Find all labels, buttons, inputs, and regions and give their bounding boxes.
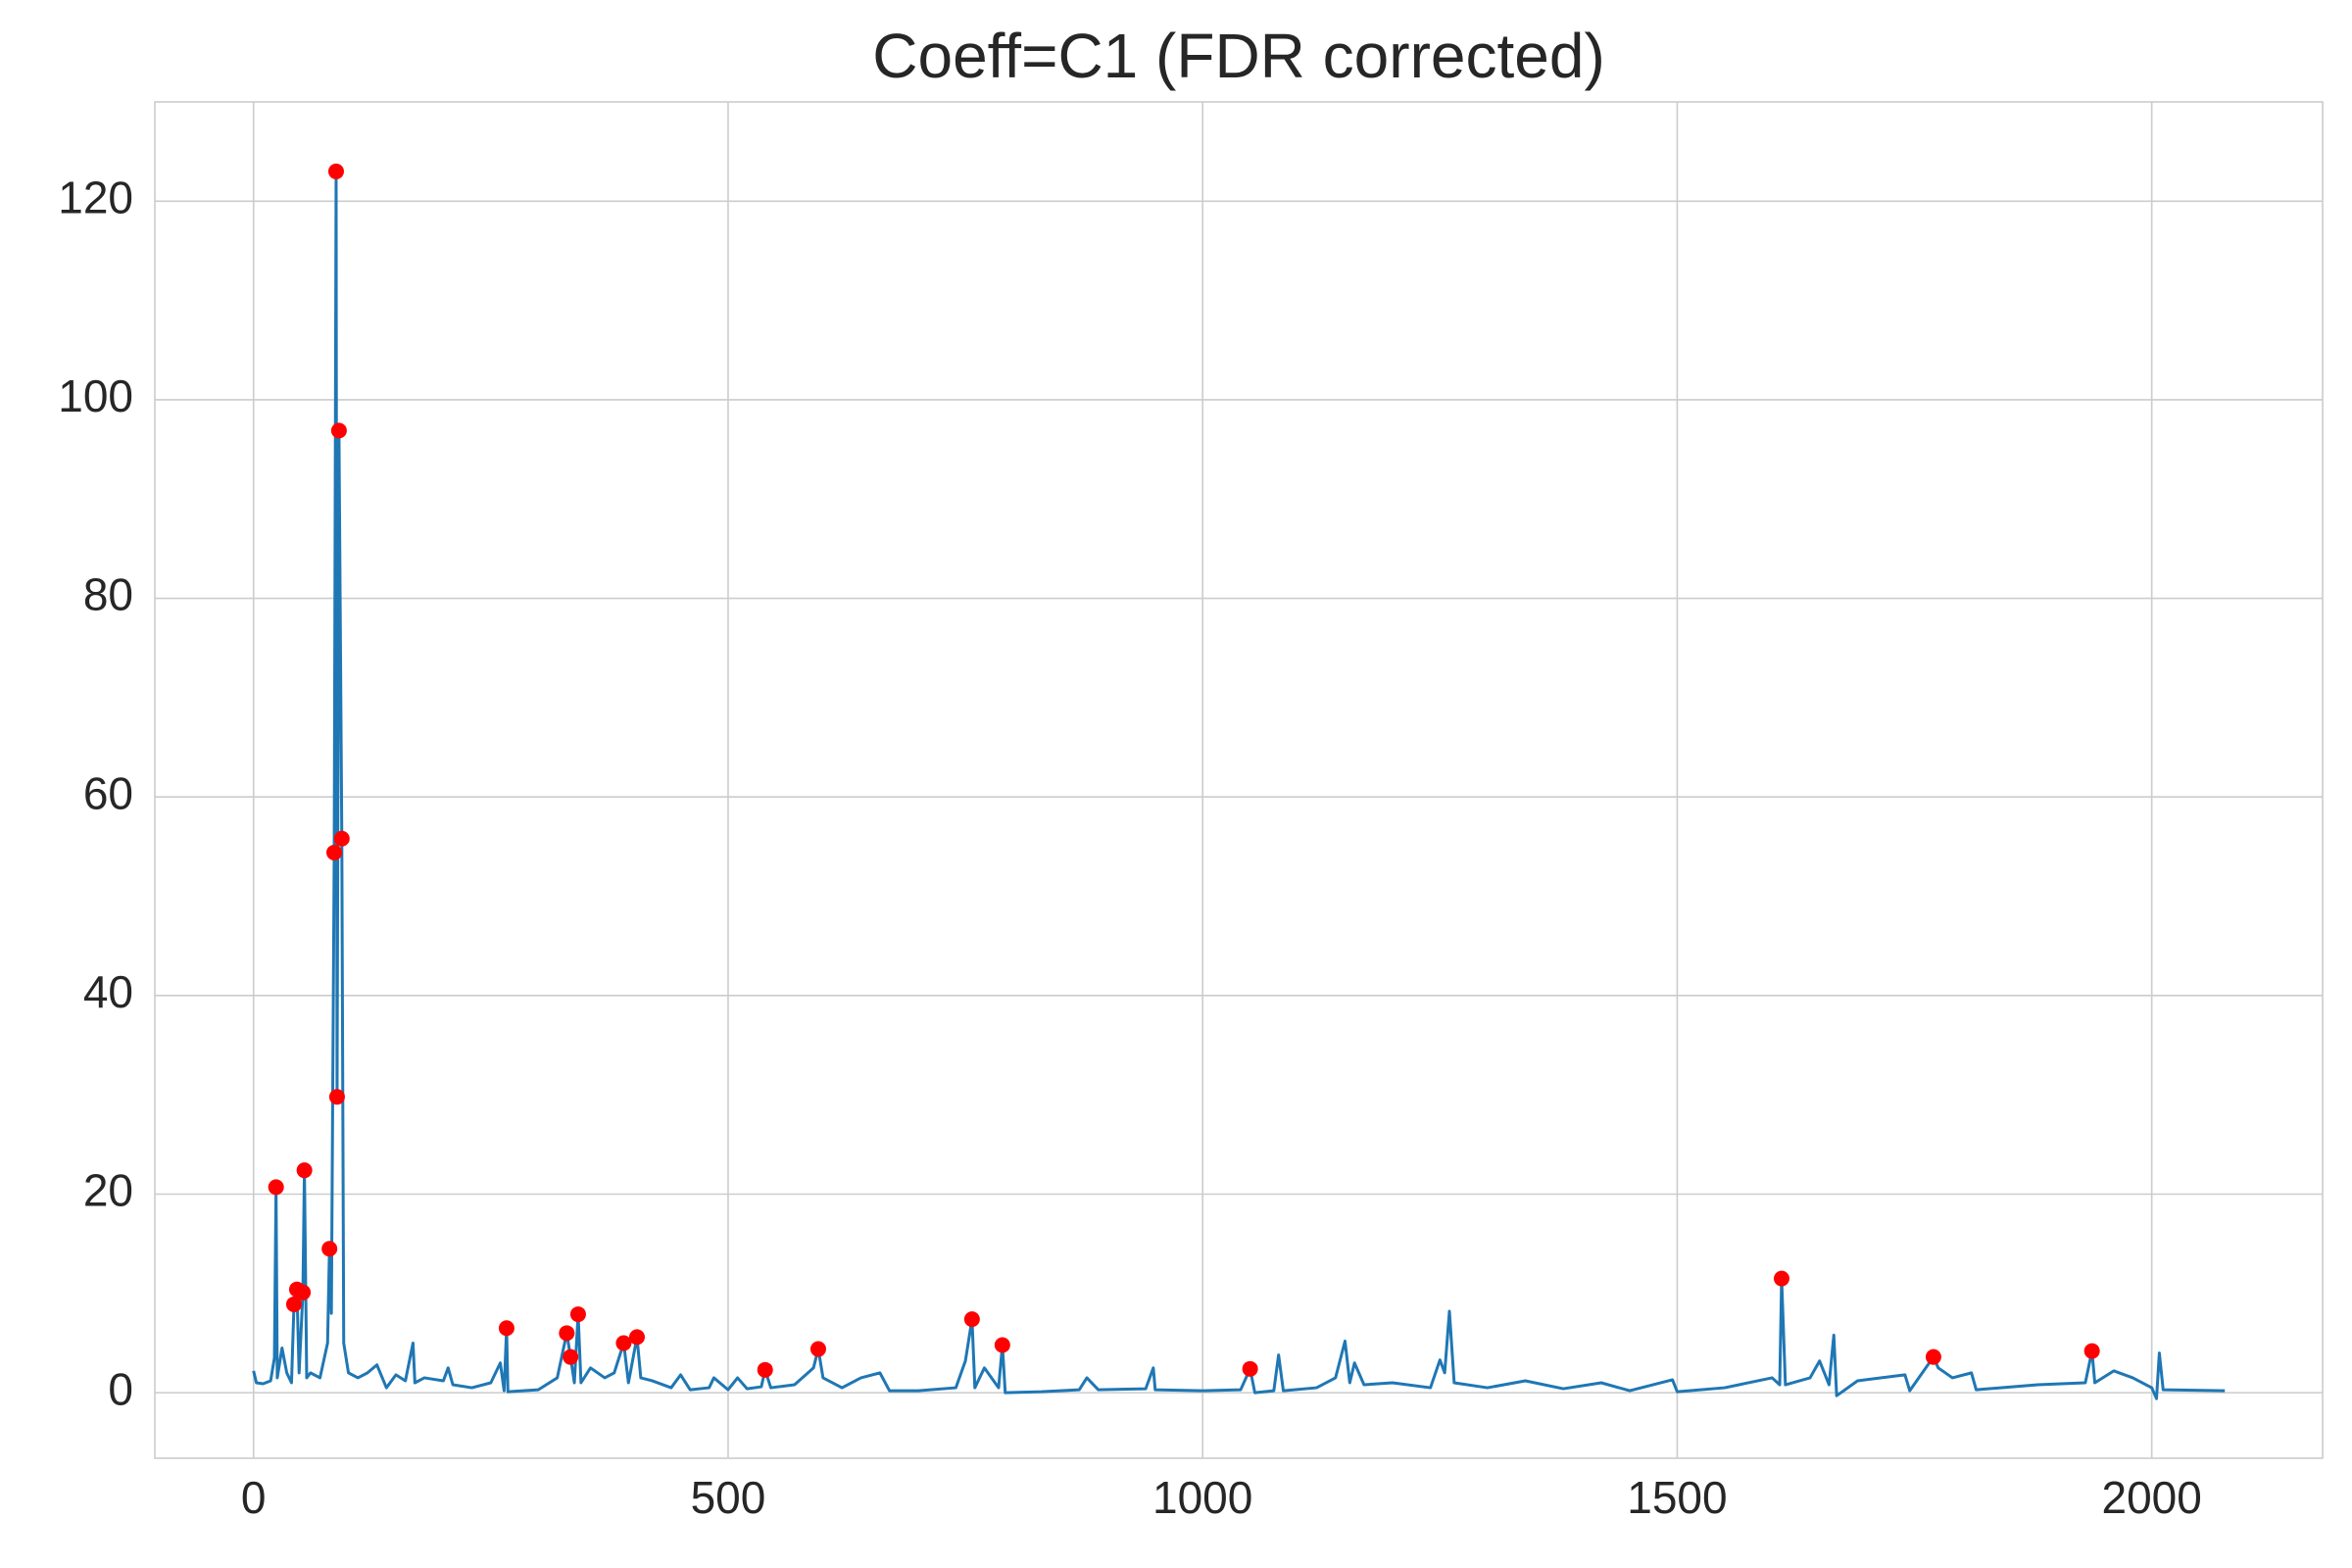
y-tick-label: 40: [83, 966, 133, 1017]
data-point: [2083, 1343, 2100, 1359]
data-point: [559, 1325, 575, 1342]
x-tick-label: 2000: [2102, 1472, 2202, 1523]
data-point: [994, 1337, 1010, 1353]
data-point: [1925, 1348, 1941, 1365]
y-tick-label: 0: [108, 1363, 133, 1414]
x-tick-label: 1000: [1152, 1472, 1252, 1523]
data-point: [295, 1284, 312, 1300]
data-point: [615, 1335, 632, 1351]
data-point: [327, 163, 344, 179]
data-point: [498, 1320, 514, 1337]
data-point: [268, 1179, 284, 1196]
y-tick-label: 100: [58, 370, 133, 421]
data-point: [321, 1241, 338, 1257]
data-point: [326, 844, 343, 860]
data-point: [563, 1348, 579, 1365]
data-point: [296, 1162, 313, 1179]
y-tick-label: 20: [83, 1165, 133, 1216]
data-line: [252, 170, 2226, 1400]
data-point: [330, 422, 347, 439]
data-point: [1242, 1360, 1258, 1377]
data-point: [628, 1329, 645, 1346]
data-point: [963, 1311, 980, 1328]
y-tick-label: 60: [83, 767, 133, 818]
plot-frame: [154, 101, 2324, 1459]
y-tick-label: 80: [83, 569, 133, 620]
data-point: [285, 1296, 302, 1312]
data-point: [1773, 1270, 1789, 1287]
data-point: [757, 1361, 773, 1378]
y-tick-label: 120: [58, 172, 133, 222]
chart-title: Coeff=C1 (FDR corrected): [872, 21, 1605, 91]
data-point: [328, 1089, 345, 1105]
data-point: [569, 1306, 586, 1323]
x-tick-label: 1500: [1627, 1472, 1727, 1523]
data-point: [333, 830, 350, 847]
data-point: [809, 1341, 826, 1357]
x-tick-label: 500: [691, 1472, 766, 1523]
x-tick-label: 0: [241, 1472, 267, 1523]
